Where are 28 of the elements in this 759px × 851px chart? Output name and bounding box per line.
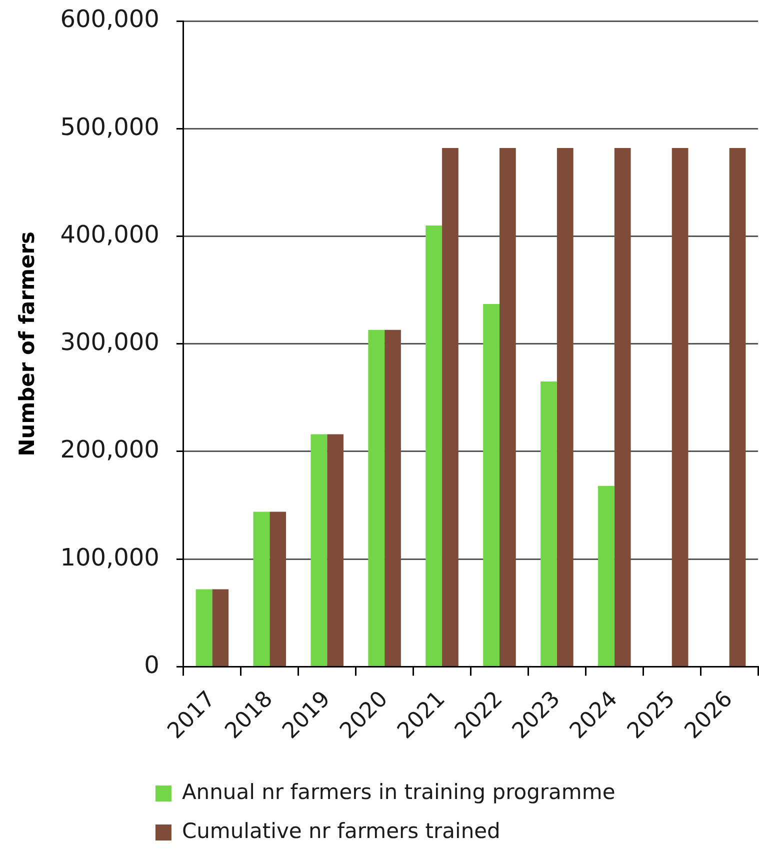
bar (384, 330, 401, 666)
bar (327, 434, 344, 666)
bar (253, 512, 270, 666)
bar (729, 148, 746, 666)
bar (442, 148, 458, 666)
bar (540, 382, 557, 666)
bar (270, 512, 286, 666)
legend-label: Annual nr farmers in training programme (182, 780, 616, 804)
bar (556, 148, 574, 666)
bar (499, 148, 516, 666)
bar (196, 589, 212, 666)
bar (426, 225, 442, 666)
bar (483, 304, 500, 666)
y-tick-label: 400,000 (60, 220, 160, 248)
y-tick-label: 300,000 (60, 328, 160, 356)
y-tick-label: 100,000 (60, 543, 160, 572)
y-tick-label: 200,000 (60, 436, 160, 464)
bar (598, 486, 614, 666)
y-tick-label: 0 (144, 650, 160, 679)
y-axis-title: Number of farmers (15, 231, 40, 456)
y-tick-label: 600,000 (60, 5, 160, 34)
bar (672, 148, 688, 666)
y-tick-label: 500,000 (60, 112, 160, 141)
bar (614, 148, 631, 666)
legend-label: Cumulative nr farmers trained (182, 818, 500, 843)
bar (368, 330, 385, 666)
bar (310, 434, 328, 666)
bar (212, 589, 229, 666)
